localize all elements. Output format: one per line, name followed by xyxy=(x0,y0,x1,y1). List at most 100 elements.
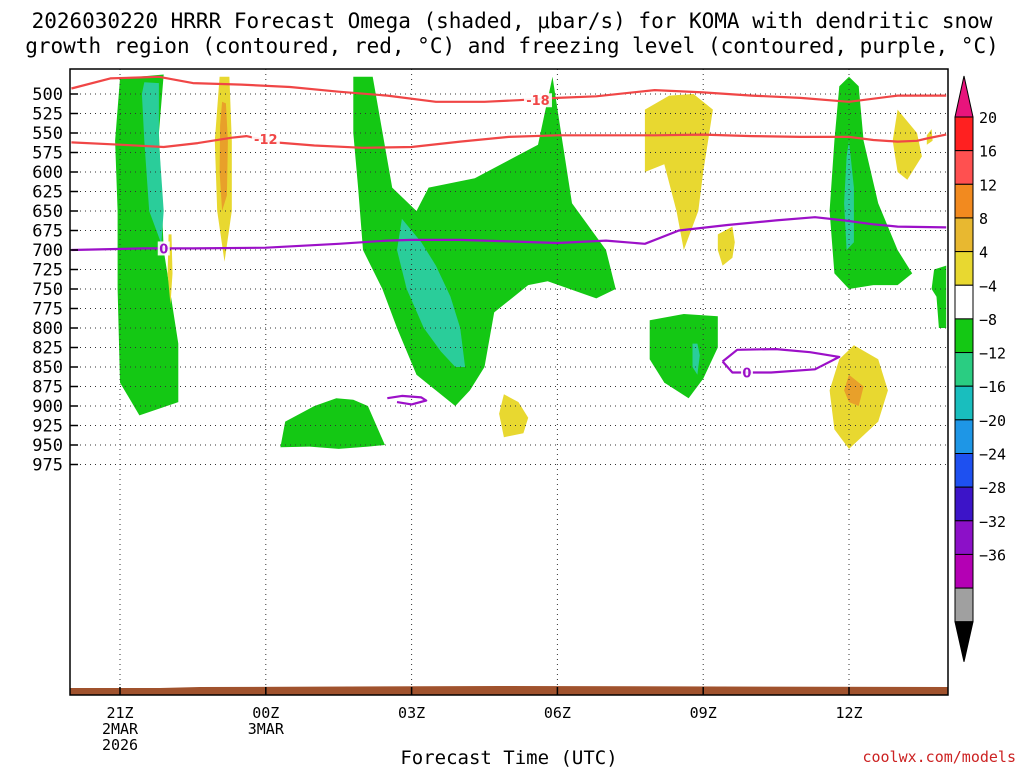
y-tick-label-600: 600 xyxy=(32,163,63,183)
x-tick-label-21-1: 2MAR xyxy=(102,720,139,738)
omega-region-green-0 xyxy=(115,74,179,416)
contour-label-bg-4 xyxy=(740,365,753,380)
y-tick-label-875: 875 xyxy=(32,378,63,398)
y-tick-label-925: 925 xyxy=(32,417,63,437)
x-tick-label-24-1: 3MAR xyxy=(248,720,285,738)
y-tick-label-525: 525 xyxy=(32,105,63,125)
contour-line-3 xyxy=(387,394,428,406)
chart-title-line2: growth region (contoured, red, °C) and f… xyxy=(25,34,999,58)
colorbar-cap-top xyxy=(954,75,974,118)
y-tick-label-825: 825 xyxy=(32,339,63,359)
colorbar-label-11: −28 xyxy=(979,479,1006,497)
colorbar-label-12: −32 xyxy=(979,513,1006,531)
contour-label-bg-1 xyxy=(251,132,280,147)
colorbar-swatch-11 xyxy=(954,486,974,522)
colorbar-swatch-7 xyxy=(954,352,974,387)
colorbar: 20 16 12 8 4 −4 −8 −12 −16 −20 −24 −28 −32 −36 xyxy=(954,75,1006,662)
colorbar-swatch-12 xyxy=(954,520,974,555)
contour-label-1: -12 xyxy=(254,133,278,148)
omega-region-green-13 xyxy=(829,76,913,289)
y-tick-label-750: 750 xyxy=(32,280,63,300)
x-tick-label-27-0: 03Z xyxy=(398,704,425,722)
omega-region-teal-6 xyxy=(397,218,466,367)
colorbar-label-6: −8 xyxy=(979,311,997,329)
y-tick-label-575: 575 xyxy=(32,144,63,164)
x-tick-label-36-0: 12Z xyxy=(835,704,862,722)
omega-region-teal-14 xyxy=(844,140,854,250)
colorbar-label-13: −36 xyxy=(979,546,1006,564)
temperature-contours: -18 -12 0 0 xyxy=(71,75,947,406)
x-tick-label-21-0: 21Z xyxy=(106,704,133,722)
y-tick-label-500: 500 xyxy=(32,85,63,105)
x-tick-label-24-0: 00Z xyxy=(252,704,279,722)
y-tick-label-900: 900 xyxy=(32,397,63,417)
omega-region-green-7 xyxy=(280,398,385,449)
omega-region-green-11 xyxy=(649,314,718,399)
contour-line-1 xyxy=(71,133,947,149)
omega-region-teal-12 xyxy=(692,343,700,375)
y-tick-label-950: 950 xyxy=(32,436,63,456)
colorbar-swatch-1 xyxy=(954,150,974,185)
colorbar-swatch-9 xyxy=(954,419,974,455)
y-tick-label-550: 550 xyxy=(32,124,63,144)
colorbar-label-7: −12 xyxy=(979,345,1006,363)
contour-line-0 xyxy=(71,75,947,103)
y-tick-label-800: 800 xyxy=(32,319,63,339)
colorbar-label-1: 16 xyxy=(979,143,997,161)
y-tick-label-725: 725 xyxy=(32,261,63,281)
y-tick-label-700: 700 xyxy=(32,241,63,261)
omega-region-yellow-17 xyxy=(892,109,922,180)
colorbar-swatch-6 xyxy=(954,318,974,354)
y-tick-label-775: 775 xyxy=(32,300,63,320)
contour-label-4: 0 xyxy=(742,366,751,381)
contour-label-bg-2 xyxy=(157,241,170,256)
x-tick-label-33-0: 09Z xyxy=(690,704,717,722)
colorbar-label-9: −20 xyxy=(979,412,1006,430)
plot-frame xyxy=(69,68,949,696)
colorbar-swatch-4 xyxy=(954,251,974,286)
colorbar-label-8: −16 xyxy=(979,378,1006,396)
colorbar-swatch-13 xyxy=(954,553,974,589)
colorbar-cap-bottom xyxy=(954,621,974,662)
terrain-band xyxy=(70,686,948,695)
omega-shading xyxy=(115,74,947,449)
colorbar-swatch-5 xyxy=(954,284,974,320)
contour-label-2: 0 xyxy=(159,242,168,257)
x-axis-label: Forecast Time (UTC) xyxy=(400,747,617,768)
colorbar-label-10: −24 xyxy=(979,446,1006,464)
y-tick-label-675: 675 xyxy=(32,222,63,242)
colorbar-swatch-2 xyxy=(954,183,974,219)
y-tick-label-650: 650 xyxy=(32,202,63,222)
contour-label-0: -18 xyxy=(526,94,550,109)
credit-text: coolwx.com/models xyxy=(862,748,1016,766)
chart-title-line1: 2026030220 HRRR Forecast Omega (shaded, … xyxy=(31,9,993,33)
x-tick-label-21-2: 2026 xyxy=(102,736,138,754)
colorbar-label-2: 12 xyxy=(979,176,997,194)
colorbar-swatch-10 xyxy=(954,453,974,488)
colorbar-label-4: 4 xyxy=(979,244,988,262)
y-tick-label-850: 850 xyxy=(32,358,63,378)
x-tick-label-30-0: 06Z xyxy=(544,704,571,722)
colorbar-label-0: 20 xyxy=(979,109,997,127)
omega-region-yellow-10 xyxy=(717,226,735,266)
colorbar-swatch-14 xyxy=(954,587,974,623)
omega-region-teal-1 xyxy=(141,82,164,244)
y-tick-label-975: 975 xyxy=(32,456,63,476)
omega-region-green-19 xyxy=(931,265,947,328)
y-tick-label-625: 625 xyxy=(32,183,63,203)
colorbar-label-3: 8 xyxy=(979,210,988,228)
y-axis-ticks: 5005255505756006256506757007257507758008… xyxy=(32,85,78,476)
contour-line-2 xyxy=(71,216,947,252)
omega-region-orange-16 xyxy=(844,374,864,406)
contour-line-4 xyxy=(721,348,841,374)
colorbar-swatch-3 xyxy=(954,217,974,253)
omega-region-yellow-8 xyxy=(499,394,529,438)
colorbar-swatch-8 xyxy=(954,385,974,421)
terrain-surface xyxy=(70,686,948,695)
colorbar-label-5: −4 xyxy=(979,277,997,295)
contour-label-bg-0 xyxy=(523,93,552,108)
colorbar-swatch-0 xyxy=(954,116,974,152)
omega-region-orange-3 xyxy=(219,101,228,211)
